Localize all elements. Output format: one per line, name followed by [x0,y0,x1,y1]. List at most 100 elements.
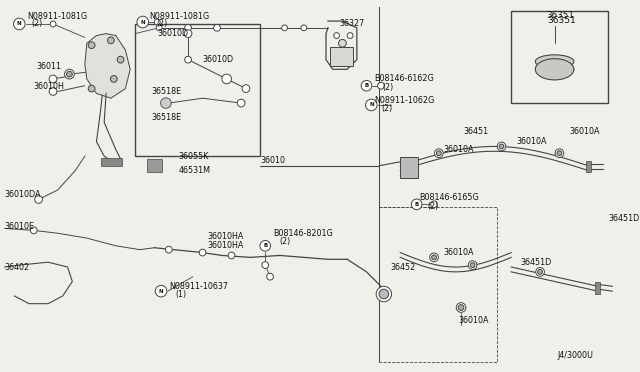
Text: (2): (2) [156,19,168,29]
Text: B08146-6165G: B08146-6165G [420,193,479,202]
Text: 36452: 36452 [390,263,416,272]
Bar [5,13,255,201]
Text: B: B [364,83,369,88]
Bar [586,161,591,173]
Circle shape [260,240,271,251]
Text: 36518E: 36518E [152,113,182,122]
Circle shape [67,71,72,77]
Circle shape [339,39,346,47]
Circle shape [267,273,273,280]
Text: (2): (2) [428,202,438,211]
Circle shape [88,85,95,92]
Text: N08911-1081G: N08911-1081G [27,12,87,21]
Bar [330,47,353,67]
Circle shape [156,25,162,31]
Circle shape [538,269,543,274]
Circle shape [185,25,191,31]
Text: (1): (1) [175,289,187,298]
Circle shape [88,42,95,49]
Text: 36327: 36327 [339,19,365,29]
Circle shape [361,80,372,91]
Text: N: N [159,289,163,294]
Text: 36010HA: 36010HA [207,241,244,250]
Text: 36010HA: 36010HA [207,232,244,241]
Text: N: N [369,102,374,108]
Circle shape [497,142,506,151]
Circle shape [282,25,287,31]
Text: 36402: 36402 [5,263,30,272]
Circle shape [30,227,37,234]
Circle shape [111,76,117,82]
Text: 36010D: 36010D [157,29,188,38]
Circle shape [333,33,339,38]
Text: B08146-6162G: B08146-6162G [374,74,434,83]
Text: N: N [17,22,22,26]
Circle shape [65,69,74,79]
Circle shape [412,199,422,210]
Circle shape [557,151,562,155]
Circle shape [376,286,392,302]
Circle shape [468,261,477,269]
Text: 36010A: 36010A [516,137,547,146]
Circle shape [456,303,466,312]
Circle shape [458,305,464,310]
Polygon shape [85,33,130,98]
Text: 36010A: 36010A [444,248,474,257]
Bar [400,157,418,178]
Text: 36010D: 36010D [202,55,234,64]
Text: N: N [140,20,145,25]
Bar [595,282,600,294]
Text: N08911-10637: N08911-10637 [169,282,228,291]
Text: 36010A: 36010A [569,128,600,137]
Circle shape [429,253,438,262]
Text: 36451: 36451 [463,128,488,137]
Circle shape [431,255,436,260]
Circle shape [435,149,443,158]
Circle shape [237,99,245,107]
Text: B: B [415,202,419,207]
Text: 36351: 36351 [547,16,575,25]
Circle shape [49,88,57,95]
Circle shape [13,18,25,30]
Ellipse shape [535,59,574,80]
Circle shape [184,30,192,38]
Circle shape [35,196,42,203]
Circle shape [470,263,475,267]
Circle shape [199,249,206,256]
Text: 46531M: 46531M [179,166,211,175]
Text: 36010H: 36010H [34,82,65,91]
Circle shape [50,21,56,27]
Text: (2): (2) [32,19,43,29]
Text: 36010DA: 36010DA [5,190,42,199]
Circle shape [378,82,385,89]
Ellipse shape [535,55,574,68]
Text: 36518E: 36518E [152,87,182,96]
Text: 36451D: 36451D [609,214,640,223]
Circle shape [222,74,232,84]
Text: 36010A: 36010A [444,145,474,154]
Circle shape [214,25,220,31]
Circle shape [431,201,437,208]
Text: J4/3000U: J4/3000U [557,351,593,360]
Circle shape [156,285,167,297]
Circle shape [348,33,353,38]
Text: (2): (2) [280,237,291,246]
Circle shape [165,246,172,253]
Text: 36055K: 36055K [179,152,209,161]
Text: (2): (2) [382,83,393,92]
Circle shape [301,25,307,31]
Circle shape [262,262,269,269]
Text: (2): (2) [381,104,392,113]
Circle shape [108,37,115,44]
Text: 36011: 36011 [36,62,61,71]
Text: B08146-8201G: B08146-8201G [273,229,333,238]
Circle shape [555,149,564,158]
Text: B: B [263,243,268,248]
Circle shape [137,16,148,28]
Circle shape [185,56,191,63]
Bar [135,24,260,156]
Text: N08911-1081G: N08911-1081G [150,12,210,21]
Text: N08911-1062G: N08911-1062G [374,96,435,105]
Bar [379,7,380,362]
Circle shape [436,151,441,155]
